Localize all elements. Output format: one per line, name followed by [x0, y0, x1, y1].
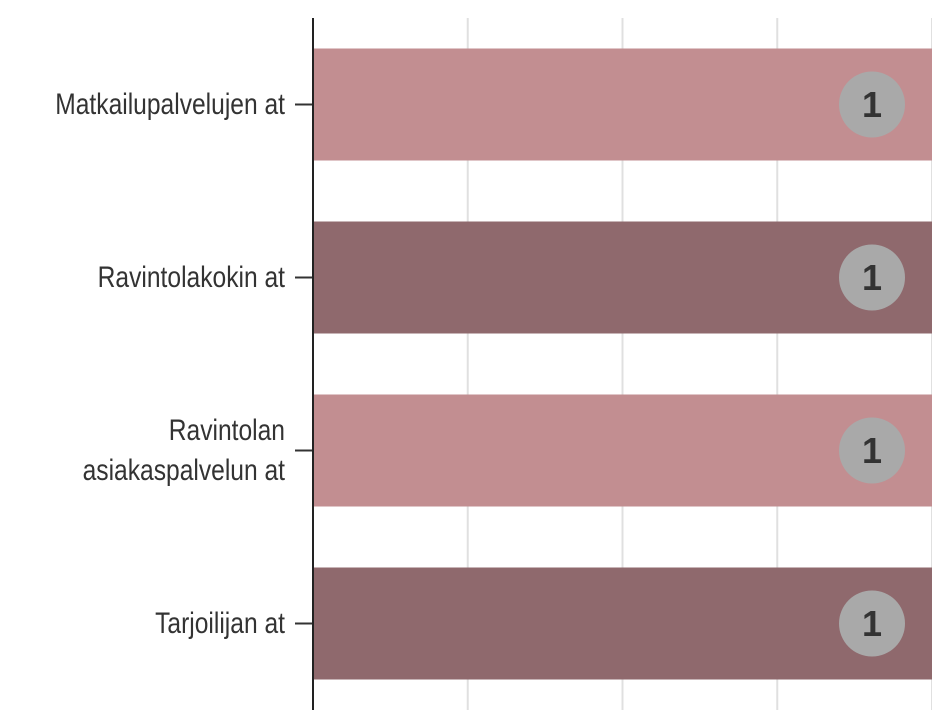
- value-label: 1: [862, 430, 882, 471]
- y-tick-label: Ravintolakokin at: [97, 260, 286, 294]
- value-label: 1: [862, 257, 882, 298]
- bar: [313, 394, 932, 507]
- bar: [313, 48, 932, 161]
- value-badge: [839, 244, 905, 311]
- y-tick-label: Matkailupalvelujen at: [55, 87, 285, 121]
- bar: [313, 221, 932, 334]
- value-badge: [839, 590, 905, 657]
- value-label: 1: [862, 603, 882, 644]
- value-label: 1: [862, 84, 882, 125]
- value-badge: [839, 71, 905, 138]
- bar: [313, 567, 932, 680]
- y-tick-label: Tarjoilijan at: [155, 606, 285, 640]
- y-tick-label: Ravintolan asiakaspalvelun at: [82, 413, 286, 487]
- value-badge: [839, 417, 905, 484]
